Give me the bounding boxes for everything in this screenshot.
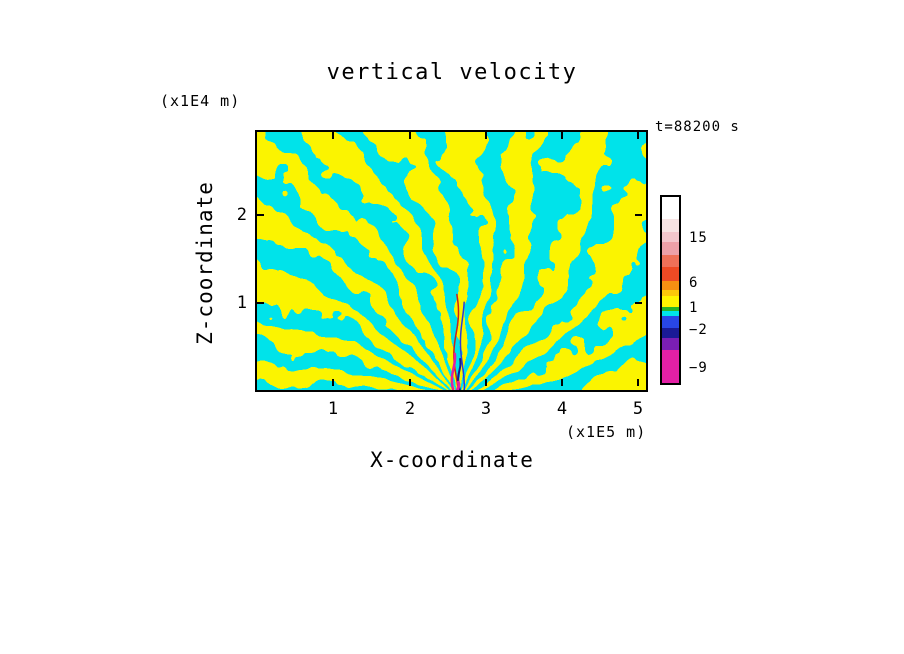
plot-title: vertical velocity <box>326 60 578 85</box>
axis-tick <box>485 132 487 139</box>
axis-tick <box>409 379 411 386</box>
y-tick-label-2: 2 <box>236 205 247 225</box>
colorbar-segment <box>662 349 679 383</box>
axis-tick <box>257 302 264 304</box>
axis-tick <box>409 132 411 139</box>
velocity-field-canvas <box>257 132 646 390</box>
axis-tick <box>637 132 639 139</box>
colorbar-segment <box>662 328 679 338</box>
colorbar-segment <box>662 281 679 290</box>
y-axis-title: Z-coordinate <box>193 181 217 345</box>
colorbar-segment <box>662 306 679 312</box>
time-annotation: t=88200 s <box>655 119 740 135</box>
colorbar-segment <box>662 316 679 329</box>
axis-tick <box>561 132 563 139</box>
colorbar-segment <box>662 242 679 255</box>
x-tick-label-1: 1 <box>327 399 339 419</box>
colorbar-segment <box>662 267 679 282</box>
axis-tick <box>635 302 642 304</box>
x-tick-label-5: 5 <box>632 399 644 419</box>
axis-tick <box>257 214 264 216</box>
colorbar-label-1: 1 <box>689 300 699 316</box>
colorbar-label-15: 15 <box>689 230 708 246</box>
colorbar-segment <box>662 254 679 268</box>
axis-tick <box>637 379 639 386</box>
axis-tick <box>332 132 334 139</box>
y-axis-unit-label: (x1E4 m) <box>160 92 241 110</box>
colorbar-segment <box>662 295 679 307</box>
colorbar-segment <box>662 232 679 243</box>
colorbar-segment <box>662 218 679 233</box>
y-tick-label-1: 1 <box>236 293 247 313</box>
x-tick-label-4: 4 <box>556 399 568 419</box>
axis-tick <box>332 379 334 386</box>
axis-tick <box>635 214 642 216</box>
x-tick-label-2: 2 <box>404 399 416 419</box>
x-axis-title: X-coordinate <box>370 448 534 472</box>
colorbar-segment <box>662 289 679 296</box>
colorbar-segments <box>662 197 679 383</box>
axis-tick <box>485 379 487 386</box>
colorbar-label-6: 6 <box>689 275 699 291</box>
axis-tick <box>561 379 563 386</box>
colorbar-segment <box>662 337 679 350</box>
x-tick-label-3: 3 <box>480 399 492 419</box>
colorbar-label-neg9: −9 <box>689 360 708 376</box>
colorbar <box>660 195 681 385</box>
colorbar-segment <box>662 197 679 219</box>
colorbar-label-neg2: −2 <box>689 322 708 338</box>
plot-frame <box>255 130 648 392</box>
colorbar-segment <box>662 311 679 317</box>
x-axis-unit-label: (x1E5 m) <box>566 423 647 441</box>
